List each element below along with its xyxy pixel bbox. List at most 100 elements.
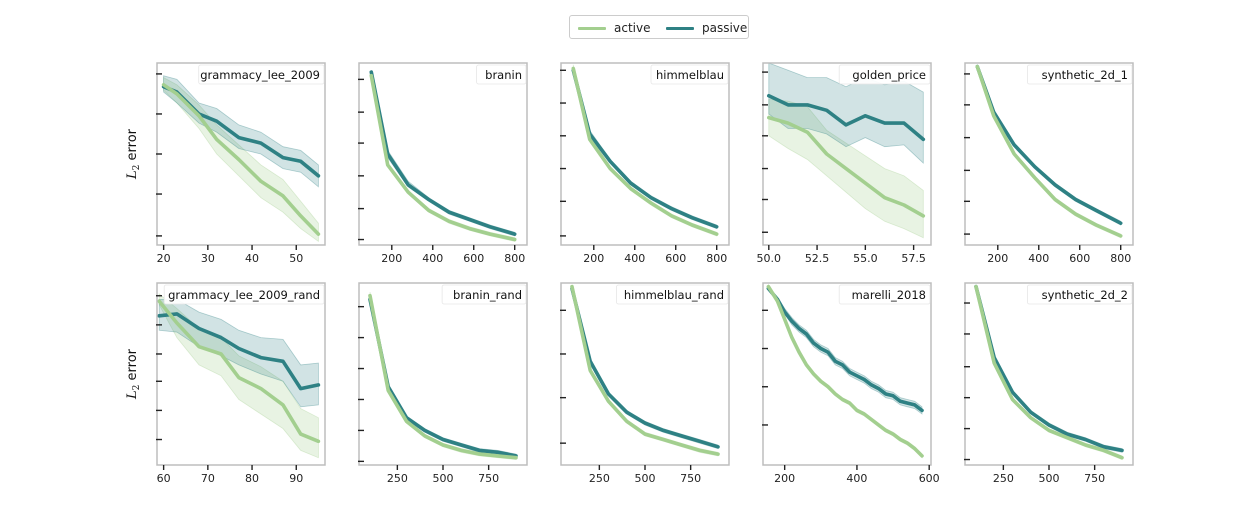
legend-item-passive: passive (666, 20, 750, 36)
line-passive (571, 68, 719, 229)
axes-frame (156, 282, 326, 466)
subplot-synthetic_2d_2: 250 500 750 synthetic_2d_2 (964, 282, 1134, 485)
x-tick-label: 70 (201, 472, 215, 485)
x-tick-label: 400 (624, 252, 645, 265)
title-box (163, 284, 325, 305)
line-active (368, 293, 518, 460)
band-passive (370, 70, 516, 237)
band-active (369, 292, 517, 460)
title-box (198, 64, 325, 85)
line-passive (157, 312, 321, 391)
legend-swatch-passive (666, 27, 694, 30)
axes-frame (560, 62, 730, 246)
band-passive (369, 297, 517, 459)
x-tick-label: 80 (245, 472, 259, 485)
x-tick-label: 800 (504, 252, 525, 265)
line-active (161, 83, 321, 236)
band-passive (768, 63, 924, 165)
legend: active passive (569, 15, 749, 39)
title-box (616, 284, 729, 305)
subplot-title: himmelblau_rand (624, 288, 724, 302)
axes-frame (560, 282, 730, 466)
x-tick-label: 750 (478, 472, 499, 485)
y-axis-label: L2 error (125, 128, 142, 180)
x-tick-label: 750 (680, 472, 701, 485)
x-tick-label: 800 (706, 252, 727, 265)
subplot-title: himmelblau (656, 68, 724, 82)
x-tick-label: 600 (1069, 252, 1090, 265)
line-active (157, 299, 321, 444)
x-tick-label: 30 (201, 252, 215, 265)
title-box (441, 284, 527, 305)
x-tick-label: 400 (1028, 252, 1049, 265)
line-passive (369, 70, 517, 236)
axes-frame (762, 282, 932, 466)
legend-swatch-active (578, 27, 606, 30)
plot-area (571, 64, 719, 237)
x-tick-label: 52.5 (805, 252, 830, 265)
x-tick-label: 200 (583, 252, 604, 265)
title-box (650, 64, 729, 85)
band-passive (976, 64, 1122, 226)
x-tick-label: 57.5 (901, 252, 926, 265)
subplot-title: synthetic_2d_2 (1042, 288, 1128, 302)
x-tick-label: 500 (433, 472, 454, 485)
y-axis-label: L2 error (125, 348, 142, 400)
x-tick-label: 55.0 (853, 252, 878, 265)
x-tick-label: 400 (422, 252, 443, 265)
x-tick-label: 750 (1084, 472, 1105, 485)
x-tick-label: 200 (774, 472, 795, 485)
title-box (838, 284, 931, 305)
x-tick-label: 250 (589, 472, 610, 485)
plot-area (369, 70, 517, 242)
subplot-himmelblau_rand: 250 500 750 himmelblau_rand (560, 282, 730, 485)
plot-area (975, 64, 1123, 239)
line-passive (766, 94, 926, 142)
x-tick-label: 60 (157, 472, 171, 485)
x-tick-label: 200 (381, 252, 402, 265)
legend-label-passive: passive (702, 21, 748, 35)
x-tick-label: 600 (665, 252, 686, 265)
subplot-golden_price: 50.0 52.5 55.0 57.5 golden_price (757, 62, 932, 265)
x-tick-label: 600 (919, 472, 940, 485)
x-tick-label: 500 (1039, 472, 1060, 485)
line-active (570, 284, 720, 456)
line-active (766, 284, 924, 458)
plot-area (161, 75, 321, 243)
x-tick-label: 40 (245, 252, 259, 265)
line-passive (368, 297, 518, 458)
plot-area (766, 63, 926, 239)
subplot-himmelblau: 200 400 600 800 himmelblau (560, 62, 730, 265)
x-tick-label: 20 (157, 252, 171, 265)
title-box (476, 64, 527, 85)
subplot-title: marelli_2018 (852, 288, 926, 302)
subplot-marelli_2018: 200 400 600 marelli_2018 (762, 282, 940, 485)
subplot-grammacy_lee_2009_rand: 60 70 80 90 grammacy_lee_2009_rand (156, 282, 326, 485)
subplot-title: branin_rand (453, 288, 522, 302)
x-tick-label: 400 (846, 472, 867, 485)
line-active (974, 284, 1124, 460)
x-tick-label: 500 (635, 472, 656, 485)
line-passive (570, 286, 720, 449)
x-tick-label: 50 (289, 252, 303, 265)
axes-frame (358, 62, 528, 246)
line-active (975, 64, 1123, 238)
line-active (766, 115, 926, 218)
plot-area (570, 284, 720, 457)
x-tick-label: 600 (463, 252, 484, 265)
legend-label-active: active (614, 21, 651, 35)
subplot-synthetic_2d_1: 200 400 600 800 synthetic_2d_1 (964, 62, 1134, 265)
title-box (838, 64, 931, 85)
plot-area (157, 293, 321, 459)
subplot-title: branin (485, 68, 522, 82)
plot-area (766, 283, 924, 459)
axes-frame (964, 62, 1134, 246)
axes-frame (964, 282, 1134, 466)
subplot-branin_rand: 250 500 750 branin_rand (358, 282, 528, 485)
subplot-grammacy_lee_2009: 20 30 40 50 grammacy_lee_2009 (156, 62, 326, 265)
subplot-title: synthetic_2d_1 (1042, 68, 1128, 82)
line-passive (766, 286, 924, 413)
line-active (571, 66, 719, 236)
x-tick-label: 50.0 (757, 252, 782, 265)
legend-item-active: active (578, 20, 658, 36)
